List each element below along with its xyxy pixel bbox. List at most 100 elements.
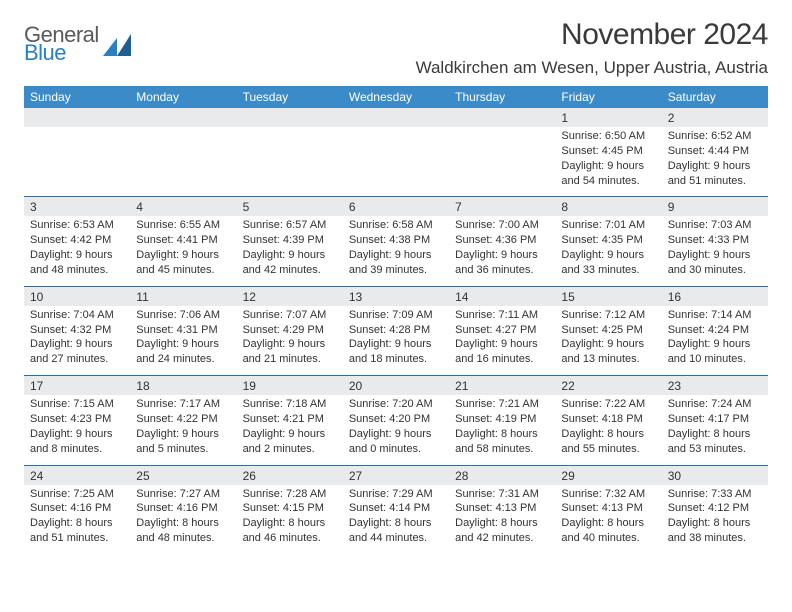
day-detail-cell: Sunrise: 7:06 AMSunset: 4:31 PMDaylight:…	[130, 306, 236, 376]
day-number-cell: 16	[662, 286, 768, 306]
sunrise-text: Sunrise: 7:12 AM	[561, 308, 655, 323]
sunset-text: Sunset: 4:17 PM	[668, 412, 762, 427]
daylight-text: Daylight: 9 hours and 42 minutes.	[243, 248, 337, 278]
day-detail-cell: Sunrise: 7:03 AMSunset: 4:33 PMDaylight:…	[662, 216, 768, 286]
title-block: November 2024 Waldkirchen am Wesen, Uppe…	[416, 18, 768, 78]
day-detail-cell: Sunrise: 7:22 AMSunset: 4:18 PMDaylight:…	[555, 395, 661, 465]
sunrise-text: Sunrise: 7:21 AM	[455, 397, 549, 412]
brand-logo: General Blue	[24, 24, 131, 64]
sunset-text: Sunset: 4:27 PM	[455, 323, 549, 338]
sunset-text: Sunset: 4:45 PM	[561, 144, 655, 159]
sunset-text: Sunset: 4:44 PM	[668, 144, 762, 159]
sunset-text: Sunset: 4:24 PM	[668, 323, 762, 338]
brand-bottom: Blue	[24, 42, 99, 64]
sunrise-text: Sunrise: 7:25 AM	[30, 487, 124, 502]
day-header-cell: Saturday	[662, 86, 768, 108]
day-number-cell: 25	[130, 465, 236, 485]
sunrise-text: Sunrise: 7:22 AM	[561, 397, 655, 412]
sunrise-text: Sunrise: 7:11 AM	[455, 308, 549, 323]
day-number-cell: 13	[343, 286, 449, 306]
sunset-text: Sunset: 4:41 PM	[136, 233, 230, 248]
day-number-cell	[24, 108, 130, 127]
daylight-text: Daylight: 8 hours and 55 minutes.	[561, 427, 655, 457]
day-header-cell: Tuesday	[237, 86, 343, 108]
sunrise-text: Sunrise: 7:07 AM	[243, 308, 337, 323]
daylight-text: Daylight: 9 hours and 27 minutes.	[30, 337, 124, 367]
daylight-text: Daylight: 9 hours and 13 minutes.	[561, 337, 655, 367]
calendar-table: SundayMondayTuesdayWednesdayThursdayFrid…	[24, 86, 768, 554]
day-detail-cell: Sunrise: 7:29 AMSunset: 4:14 PMDaylight:…	[343, 485, 449, 554]
day-detail-cell: Sunrise: 7:32 AMSunset: 4:13 PMDaylight:…	[555, 485, 661, 554]
day-detail-cell	[237, 127, 343, 197]
sunset-text: Sunset: 4:39 PM	[243, 233, 337, 248]
day-number-cell: 21	[449, 376, 555, 396]
sunset-text: Sunset: 4:22 PM	[136, 412, 230, 427]
day-header-cell: Wednesday	[343, 86, 449, 108]
daylight-text: Daylight: 8 hours and 51 minutes.	[30, 516, 124, 546]
day-number-cell: 26	[237, 465, 343, 485]
day-detail-cell	[130, 127, 236, 197]
sunset-text: Sunset: 4:12 PM	[668, 501, 762, 516]
sunset-text: Sunset: 4:36 PM	[455, 233, 549, 248]
sunrise-text: Sunrise: 7:32 AM	[561, 487, 655, 502]
sunset-text: Sunset: 4:42 PM	[30, 233, 124, 248]
day-number-cell: 29	[555, 465, 661, 485]
sunset-text: Sunset: 4:18 PM	[561, 412, 655, 427]
day-detail-cell: Sunrise: 7:07 AMSunset: 4:29 PMDaylight:…	[237, 306, 343, 376]
day-detail-cell: Sunrise: 7:14 AMSunset: 4:24 PMDaylight:…	[662, 306, 768, 376]
day-number-cell: 22	[555, 376, 661, 396]
daylight-text: Daylight: 8 hours and 42 minutes.	[455, 516, 549, 546]
sunset-text: Sunset: 4:15 PM	[243, 501, 337, 516]
sunset-text: Sunset: 4:14 PM	[349, 501, 443, 516]
day-number-cell: 10	[24, 286, 130, 306]
sunrise-text: Sunrise: 7:04 AM	[30, 308, 124, 323]
day-detail-cell: Sunrise: 7:04 AMSunset: 4:32 PMDaylight:…	[24, 306, 130, 376]
sunrise-text: Sunrise: 7:00 AM	[455, 218, 549, 233]
sunrise-text: Sunrise: 7:18 AM	[243, 397, 337, 412]
day-number-cell: 24	[24, 465, 130, 485]
sunrise-text: Sunrise: 6:57 AM	[243, 218, 337, 233]
daylight-text: Daylight: 9 hours and 2 minutes.	[243, 427, 337, 457]
sunrise-text: Sunrise: 7:14 AM	[668, 308, 762, 323]
day-detail-cell: Sunrise: 7:28 AMSunset: 4:15 PMDaylight:…	[237, 485, 343, 554]
sunrise-text: Sunrise: 7:03 AM	[668, 218, 762, 233]
day-number-cell	[449, 108, 555, 127]
header: General Blue November 2024 Waldkirchen a…	[24, 18, 768, 78]
daylight-text: Daylight: 9 hours and 30 minutes.	[668, 248, 762, 278]
day-number-cell: 12	[237, 286, 343, 306]
day-number-cell: 9	[662, 197, 768, 217]
daylight-text: Daylight: 8 hours and 48 minutes.	[136, 516, 230, 546]
daylight-text: Daylight: 8 hours and 46 minutes.	[243, 516, 337, 546]
daylight-text: Daylight: 8 hours and 38 minutes.	[668, 516, 762, 546]
day-detail-cell: Sunrise: 7:27 AMSunset: 4:16 PMDaylight:…	[130, 485, 236, 554]
sunset-text: Sunset: 4:20 PM	[349, 412, 443, 427]
daylight-text: Daylight: 9 hours and 16 minutes.	[455, 337, 549, 367]
day-number-cell: 4	[130, 197, 236, 217]
day-number-cell: 17	[24, 376, 130, 396]
day-detail-cell: Sunrise: 7:01 AMSunset: 4:35 PMDaylight:…	[555, 216, 661, 286]
sunset-text: Sunset: 4:35 PM	[561, 233, 655, 248]
day-number-cell: 14	[449, 286, 555, 306]
daylight-text: Daylight: 9 hours and 24 minutes.	[136, 337, 230, 367]
day-detail-cell: Sunrise: 7:09 AMSunset: 4:28 PMDaylight:…	[343, 306, 449, 376]
sunset-text: Sunset: 4:38 PM	[349, 233, 443, 248]
day-detail-cell: Sunrise: 6:50 AMSunset: 4:45 PMDaylight:…	[555, 127, 661, 197]
day-number-cell: 18	[130, 376, 236, 396]
day-number-cell	[130, 108, 236, 127]
day-detail-cell: Sunrise: 6:55 AMSunset: 4:41 PMDaylight:…	[130, 216, 236, 286]
sunrise-text: Sunrise: 7:24 AM	[668, 397, 762, 412]
sunrise-text: Sunrise: 7:28 AM	[243, 487, 337, 502]
sunrise-text: Sunrise: 7:33 AM	[668, 487, 762, 502]
day-detail-cell: Sunrise: 7:12 AMSunset: 4:25 PMDaylight:…	[555, 306, 661, 376]
sunrise-text: Sunrise: 7:09 AM	[349, 308, 443, 323]
day-number-cell: 15	[555, 286, 661, 306]
day-number-cell: 19	[237, 376, 343, 396]
daylight-text: Daylight: 9 hours and 51 minutes.	[668, 159, 762, 189]
day-header-cell: Monday	[130, 86, 236, 108]
day-detail-cell: Sunrise: 6:52 AMSunset: 4:44 PMDaylight:…	[662, 127, 768, 197]
sunrise-text: Sunrise: 7:29 AM	[349, 487, 443, 502]
day-detail-cell: Sunrise: 6:58 AMSunset: 4:38 PMDaylight:…	[343, 216, 449, 286]
day-number-cell: 11	[130, 286, 236, 306]
day-detail-cell	[449, 127, 555, 197]
sunset-text: Sunset: 4:13 PM	[455, 501, 549, 516]
